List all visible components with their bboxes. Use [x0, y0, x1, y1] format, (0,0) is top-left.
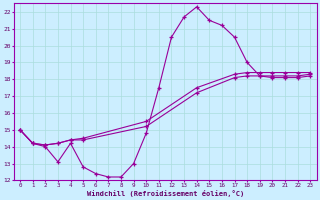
X-axis label: Windchill (Refroidissement éolien,°C): Windchill (Refroidissement éolien,°C)	[86, 190, 244, 197]
